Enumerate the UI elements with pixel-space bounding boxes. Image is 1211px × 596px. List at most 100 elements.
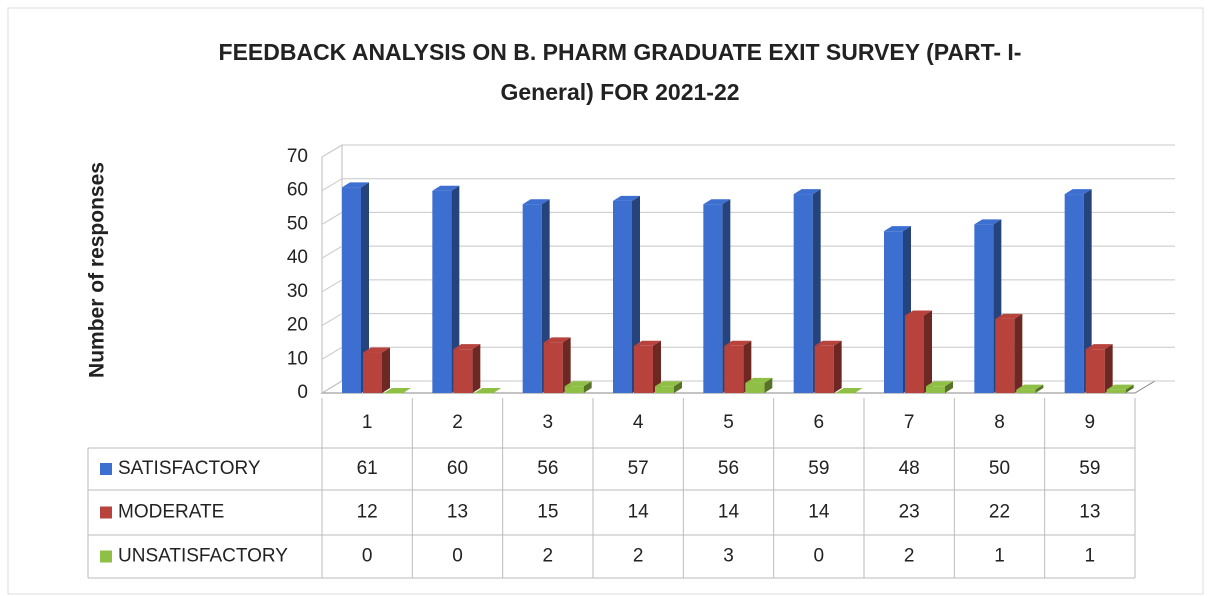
bar-face	[382, 347, 390, 393]
bar-face	[812, 189, 821, 393]
bar-face	[764, 377, 773, 393]
bar	[793, 189, 821, 393]
x-tick-label: 9	[1085, 412, 1096, 433]
bar	[995, 313, 1023, 393]
bar-face	[655, 381, 682, 387]
bar-face	[703, 199, 731, 205]
bar	[1085, 344, 1113, 393]
bar-face	[522, 199, 550, 205]
bar-face	[945, 381, 953, 393]
table-value: 60	[447, 458, 468, 479]
y-tick-label: 40	[287, 247, 308, 268]
x-tick-label: 8	[994, 412, 1005, 433]
bar	[543, 337, 571, 393]
bar	[814, 340, 842, 393]
bar-face	[724, 340, 752, 346]
bar-face	[1016, 389, 1036, 393]
bar-face	[653, 340, 661, 393]
table-value: 59	[1079, 458, 1100, 479]
x-tick-label: 6	[814, 412, 825, 433]
bar	[363, 347, 390, 393]
bar-face	[1016, 384, 1044, 390]
bar	[1064, 189, 1092, 393]
bar	[342, 182, 369, 393]
bar-face	[384, 393, 403, 394]
bar	[432, 185, 460, 393]
bar-face	[814, 345, 834, 393]
bar-face	[745, 382, 765, 393]
bar-face	[835, 393, 855, 394]
bar-face	[1106, 389, 1126, 393]
bar-face	[924, 310, 932, 393]
grid-line	[321, 178, 1175, 192]
bar-face	[974, 219, 1002, 225]
bar-face	[793, 194, 813, 393]
bar-face	[1125, 384, 1134, 393]
table-value: 0	[362, 546, 373, 567]
table-value: 15	[537, 502, 558, 523]
bar-face	[833, 340, 842, 393]
bar-face	[564, 381, 592, 387]
bar-face	[613, 200, 632, 393]
bar-face	[674, 381, 682, 393]
table-value: 14	[718, 502, 740, 523]
table-value: 0	[814, 546, 825, 567]
bar	[745, 377, 773, 393]
x-tick-label: 5	[723, 412, 734, 433]
y-tick-label: 0	[297, 382, 308, 403]
bar-face	[432, 190, 452, 393]
bar-face	[583, 381, 592, 393]
bar	[1016, 384, 1044, 393]
table-value: 22	[989, 502, 1010, 523]
bar-face	[835, 388, 863, 393]
y-tick-label: 30	[287, 281, 308, 302]
chart-title: FEEDBACK ANALYSIS ON B. PHARM GRADUATE E…	[218, 39, 1022, 105]
bar	[384, 388, 411, 394]
y-tick-label: 70	[287, 146, 308, 167]
legend-key	[100, 506, 112, 519]
bar-face	[1064, 189, 1092, 195]
bar-face	[884, 226, 911, 232]
x-tick-label: 3	[543, 412, 554, 433]
table-value: 14	[808, 502, 830, 523]
frame	[7, 7, 1204, 595]
bar-face	[522, 204, 542, 393]
bar-face	[1035, 384, 1044, 393]
x-tick-label: 7	[904, 412, 915, 433]
table-value: 57	[628, 458, 649, 479]
y-tick-label: 60	[287, 180, 308, 201]
bar-face	[363, 352, 382, 393]
table-value: 13	[1079, 502, 1100, 523]
bar-face	[432, 185, 460, 191]
bar-face	[361, 182, 369, 393]
bar-face	[384, 388, 411, 393]
table-value: 12	[357, 502, 378, 523]
bar-face	[613, 195, 640, 201]
bar-face	[342, 187, 361, 393]
y-axis-label: Number of responses	[86, 162, 109, 378]
bar	[634, 340, 661, 393]
bar	[474, 388, 502, 394]
table-value: 23	[899, 502, 920, 523]
bar-face	[474, 393, 494, 394]
bar-face	[1064, 194, 1084, 393]
bar	[1106, 384, 1134, 393]
bar	[522, 199, 550, 393]
x-tick-label: 2	[452, 412, 463, 433]
table-value: 3	[723, 546, 734, 567]
bar-face	[655, 386, 674, 393]
bar	[926, 381, 953, 393]
bar-face	[634, 340, 661, 346]
bar-face	[1083, 189, 1092, 393]
table-value: 56	[537, 458, 558, 479]
bar-face	[634, 345, 653, 393]
table-value: 14	[628, 502, 650, 523]
bar-face	[995, 318, 1015, 393]
bar	[835, 388, 863, 394]
bar-face	[884, 231, 903, 393]
bar-face	[342, 182, 369, 188]
bar-face	[543, 342, 563, 393]
bar	[724, 340, 752, 393]
legend-label: SATISFACTORY	[118, 458, 261, 479]
grid-line	[321, 144, 1175, 158]
